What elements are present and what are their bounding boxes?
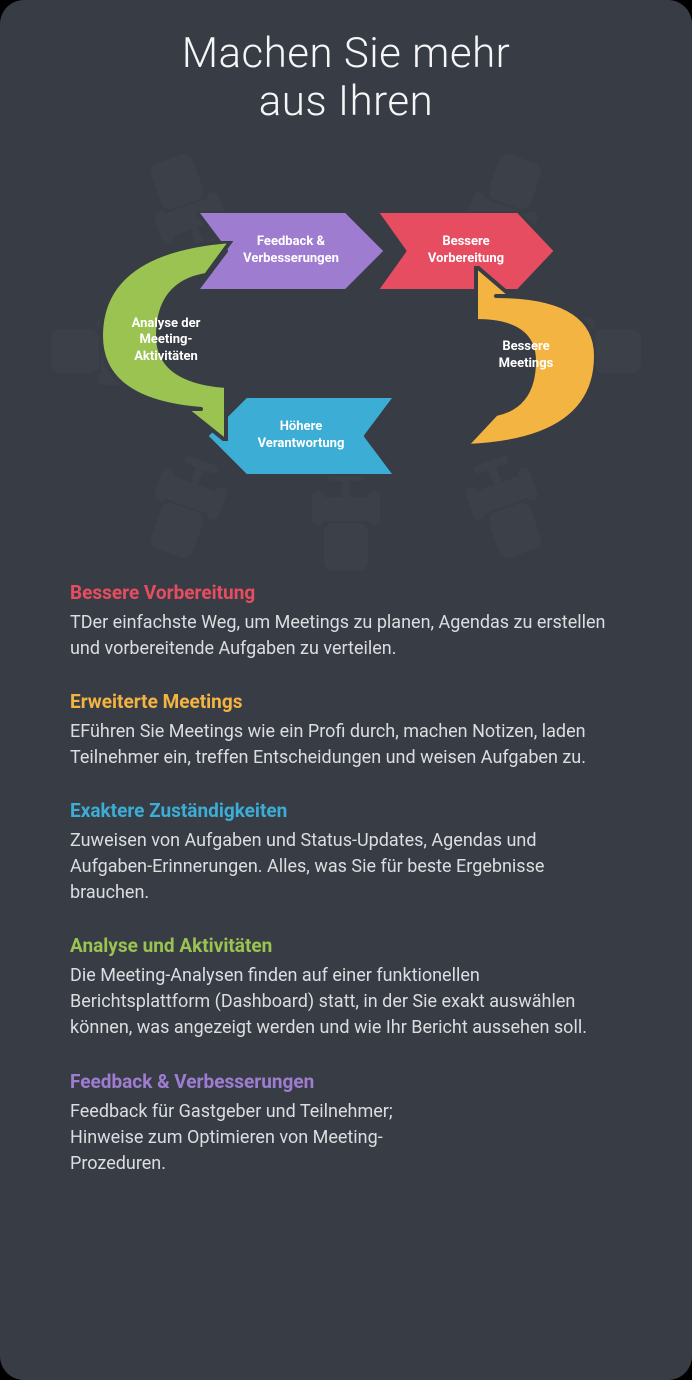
chair-icon [451,445,560,566]
cycle-segment-analyse: Analyse derMeeting-Aktivitäten [96,241,236,441]
section-meetings: Erweiterte Meetings EFühren Sie Meetings … [70,690,622,771]
section-body: Feedback für Gastgeber und Teilnehmer; H… [70,1099,430,1177]
cycle-diagram: Feedback &VerbesserungenBessereVorbereit… [76,151,616,551]
section-heading: Bessere Vorbereitung [70,581,622,604]
section-analyse: Analyse und Aktivitäten Die Meeting-Analy… [70,934,622,1041]
section-body: EFühren Sie Meetings wie ein Profi durch… [70,719,622,771]
section-vorbereitung: Bessere Vorbereitung TDer einfachste Weg,… [70,581,622,662]
section-feedback: Feedback & Verbesserungen Feedback für Ga… [70,1070,622,1177]
section-heading: Erweiterte Meetings [70,690,622,713]
page-title: Machen Sie mehraus Ihren [40,30,652,127]
section-body: Zuweisen von Aufgaben und Status-Updates… [70,828,622,906]
sections: Bessere Vorbereitung TDer einfachste Weg,… [40,581,652,1177]
chair-icon [306,471,386,571]
section-heading: Analyse und Aktivitäten [70,934,622,957]
section-heading: Feedback & Verbesserungen [70,1070,622,1093]
section-zustaendigkeiten: Exaktere Zuständigkeiten Zuweisen von Auf… [70,799,622,906]
section-body: TDer einfachste Weg, um Meetings zu plan… [70,610,622,662]
cycle-segment-meetings: BessereMeetings [456,266,596,446]
section-heading: Exaktere Zuständigkeiten [70,799,622,822]
section-body: Die Meeting-Analysen finden auf einer fu… [70,963,622,1041]
infographic-card: { "background_color":"#383c45", "title":… [0,0,692,1380]
